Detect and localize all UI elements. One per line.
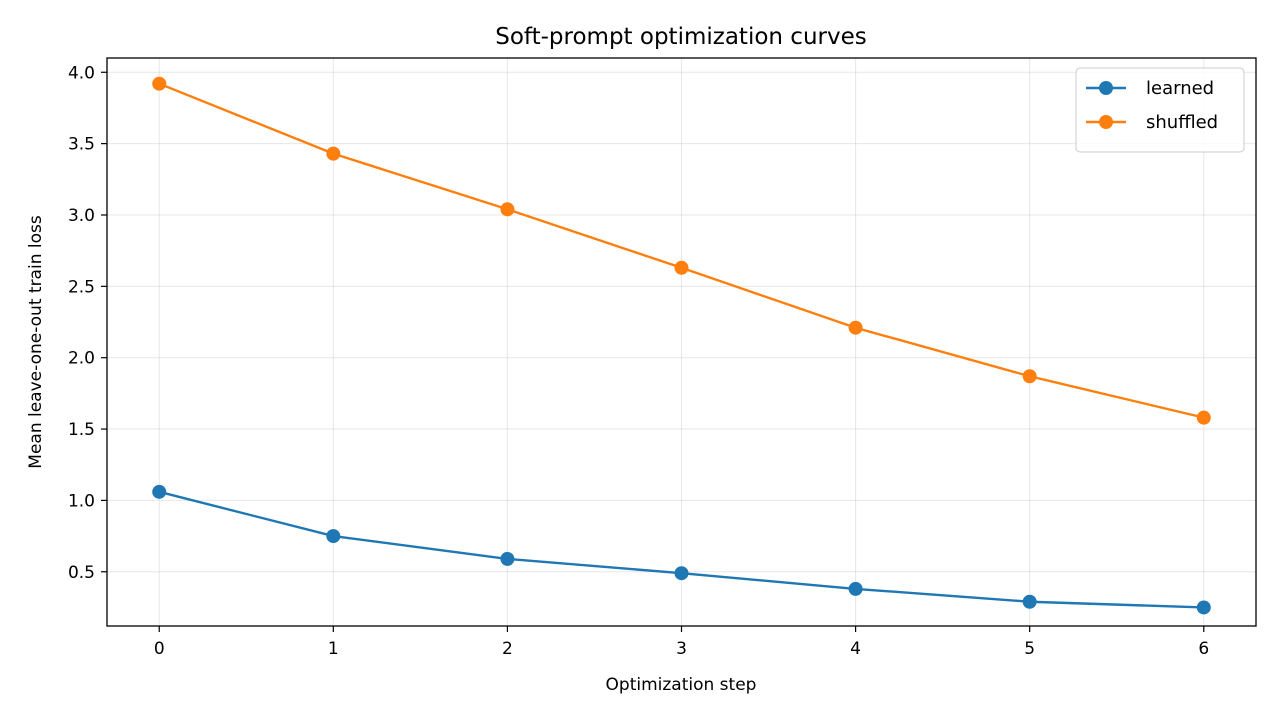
x-tick-label: 5 [1024, 639, 1035, 659]
y-tick-label: 4.0 [68, 63, 95, 83]
learned-point [848, 581, 863, 596]
legend-label: shuffled [1146, 112, 1218, 133]
legend-swatch-marker [1099, 81, 1113, 95]
shuffled-point [326, 146, 341, 161]
shuffled-point [152, 76, 167, 91]
shuffled-point [1196, 410, 1211, 425]
legend-item-learned: learned [1086, 78, 1214, 99]
x-axis-label: Optimization step [606, 675, 757, 695]
learned-point [500, 551, 515, 566]
y-axis-label: Mean leave-one-out train loss [26, 215, 46, 469]
y-tick-label: 2.5 [68, 277, 95, 297]
x-tick-label: 1 [328, 639, 339, 659]
shuffled-point [674, 260, 689, 275]
grid-lines [107, 58, 1256, 626]
series-layer [152, 76, 1211, 615]
y-tick-label: 3.5 [68, 135, 95, 155]
y-tick-label: 1.0 [68, 491, 95, 511]
shuffled-point [848, 320, 863, 335]
x-tick-label: 4 [850, 639, 861, 659]
series-learned [152, 484, 1211, 615]
shuffled-point [500, 202, 515, 217]
chart-title: Soft-prompt optimization curves [495, 24, 866, 50]
y-tick-label: 1.5 [68, 420, 95, 440]
y-tick-label: 0.5 [68, 563, 95, 583]
x-tick-label: 2 [502, 639, 513, 659]
learned-point [1022, 594, 1037, 609]
legend-label: learned [1146, 78, 1214, 99]
learned-point [152, 484, 167, 499]
x-tick-label: 6 [1198, 639, 1209, 659]
axis-ticks: 0 1 2 3 4 5 6 0.5 1.0 1.5 2.0 2.5 3.0 3.5 4.0 [68, 63, 1209, 659]
x-tick-label: 3 [676, 639, 687, 659]
learned-point [1196, 600, 1211, 615]
series-shuffled [152, 76, 1211, 425]
legend-swatch-marker [1099, 115, 1113, 129]
legend: learned shuffled [1075, 67, 1245, 153]
y-tick-label: 3.0 [68, 206, 95, 226]
learned-point [326, 529, 341, 544]
legend-item-shuffled: shuffled [1086, 112, 1218, 133]
shuffled-point [1022, 369, 1037, 384]
x-tick-label: 0 [154, 639, 165, 659]
y-tick-label: 2.0 [68, 349, 95, 369]
learned-point [674, 566, 689, 581]
